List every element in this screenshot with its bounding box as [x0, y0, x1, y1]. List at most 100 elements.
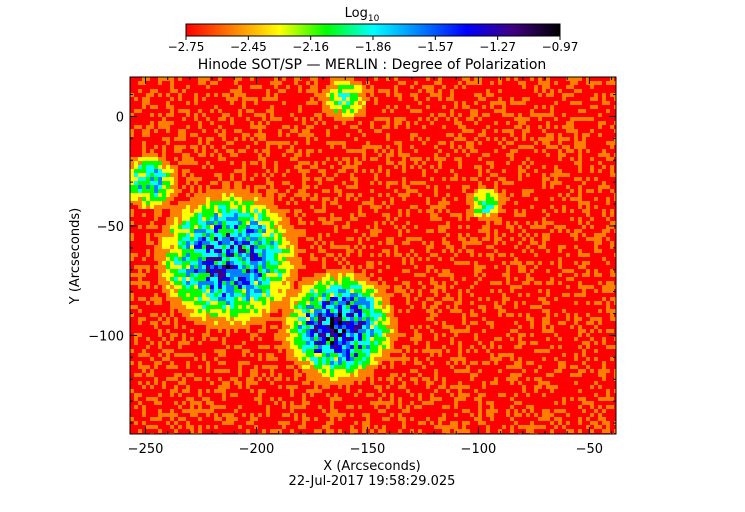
heatmap-cell: [286, 129, 290, 133]
heatmap-cell: [454, 233, 458, 237]
heatmap-cell: [206, 129, 210, 133]
heatmap-cell: [602, 229, 606, 233]
heatmap-cell: [350, 109, 354, 113]
heatmap-cell: [326, 165, 330, 169]
heatmap-cell: [170, 189, 174, 193]
heatmap-cell: [262, 77, 266, 81]
heatmap-cell: [198, 173, 202, 177]
heatmap-cell: [310, 237, 314, 241]
heatmap-cell: [306, 89, 310, 93]
heatmap-cell: [506, 93, 510, 97]
heatmap-cell: [130, 217, 134, 221]
heatmap-cell: [154, 205, 158, 209]
heatmap-cell: [230, 149, 234, 153]
heatmap-cell: [462, 89, 466, 93]
heatmap-cell: [354, 141, 358, 145]
heatmap-cell: [430, 205, 434, 209]
heatmap-cell: [526, 81, 530, 85]
heatmap-cell: [574, 201, 578, 205]
heatmap-cell: [334, 209, 338, 213]
heatmap-cell: [242, 121, 246, 125]
heatmap-cell: [186, 169, 190, 173]
heatmap-cell: [278, 149, 282, 153]
heatmap-cell: [594, 85, 598, 89]
heatmap-cell: [410, 177, 414, 181]
heatmap-cell: [366, 217, 370, 221]
heatmap-cell: [278, 181, 282, 185]
heatmap-cell: [346, 157, 350, 161]
heatmap-cell: [134, 209, 138, 213]
heatmap-cell: [434, 165, 438, 169]
heatmap-cell: [498, 229, 502, 233]
heatmap-cell: [250, 157, 254, 161]
heatmap-cell: [290, 113, 294, 117]
heatmap-cell: [418, 181, 422, 185]
heatmap-cell: [406, 85, 410, 89]
heatmap-cell: [390, 189, 394, 193]
heatmap-cell: [550, 113, 554, 117]
heatmap-cell: [330, 169, 334, 173]
heatmap-cell: [362, 225, 366, 229]
heatmap-cell: [346, 113, 350, 117]
heatmap-cell: [586, 181, 590, 185]
heatmap-cell: [474, 105, 478, 109]
heatmap-cell: [574, 229, 578, 233]
heatmap-cell: [318, 153, 322, 157]
heatmap-cell: [578, 201, 582, 205]
heatmap-cell: [450, 149, 454, 153]
heatmap-cell: [234, 93, 238, 97]
heatmap-cell: [614, 209, 616, 213]
heatmap-cell: [238, 165, 242, 169]
heatmap-cell: [222, 165, 226, 169]
heatmap-cell: [542, 165, 546, 169]
heatmap-cell: [346, 133, 350, 137]
heatmap-cell: [290, 229, 294, 233]
heatmap-cell: [506, 237, 510, 241]
heatmap-cell: [454, 229, 458, 233]
heatmap-cell: [350, 165, 354, 169]
heatmap-cell: [414, 225, 418, 229]
heatmap-cell: [414, 205, 418, 209]
heatmap-cell: [602, 153, 606, 157]
heatmap-cell: [182, 85, 186, 89]
heatmap-cell: [570, 197, 574, 201]
heatmap-cell: [306, 217, 310, 221]
heatmap-cell: [310, 101, 314, 105]
heatmap-cell: [478, 77, 482, 81]
heatmap-cell: [334, 89, 338, 93]
heatmap-cell: [178, 129, 182, 133]
heatmap-cell: [174, 113, 178, 117]
heatmap-cell: [278, 141, 282, 145]
heatmap-cell: [490, 213, 494, 217]
heatmap-cell: [354, 101, 358, 105]
heatmap-cell: [374, 205, 378, 209]
heatmap-cell: [534, 125, 538, 129]
heatmap-cell: [290, 169, 294, 173]
heatmap-cell: [466, 97, 470, 101]
heatmap-cell: [178, 121, 182, 125]
heatmap-cell: [570, 205, 574, 209]
heatmap-cell: [154, 141, 158, 145]
heatmap-cell: [310, 201, 314, 205]
heatmap-cell: [154, 173, 158, 177]
heatmap-cell: [154, 153, 158, 157]
heatmap-cell: [402, 213, 406, 217]
heatmap-cell: [482, 85, 486, 89]
heatmap-cell: [418, 225, 422, 229]
heatmap-cell: [318, 149, 322, 153]
heatmap-cell: [210, 185, 214, 189]
heatmap-cell: [602, 213, 606, 217]
heatmap-cell: [562, 181, 566, 185]
heatmap-cell: [158, 153, 162, 157]
heatmap-cell: [166, 189, 170, 193]
heatmap-cell: [518, 213, 522, 217]
heatmap-cell: [266, 181, 270, 185]
heatmap-cell: [254, 117, 258, 121]
heatmap-cell: [474, 149, 478, 153]
heatmap-cell: [422, 233, 426, 237]
heatmap-cell: [162, 101, 166, 105]
heatmap-cell: [226, 125, 230, 129]
heatmap-cell: [598, 213, 602, 217]
heatmap-cell: [298, 109, 302, 113]
heatmap-cell: [182, 133, 186, 137]
